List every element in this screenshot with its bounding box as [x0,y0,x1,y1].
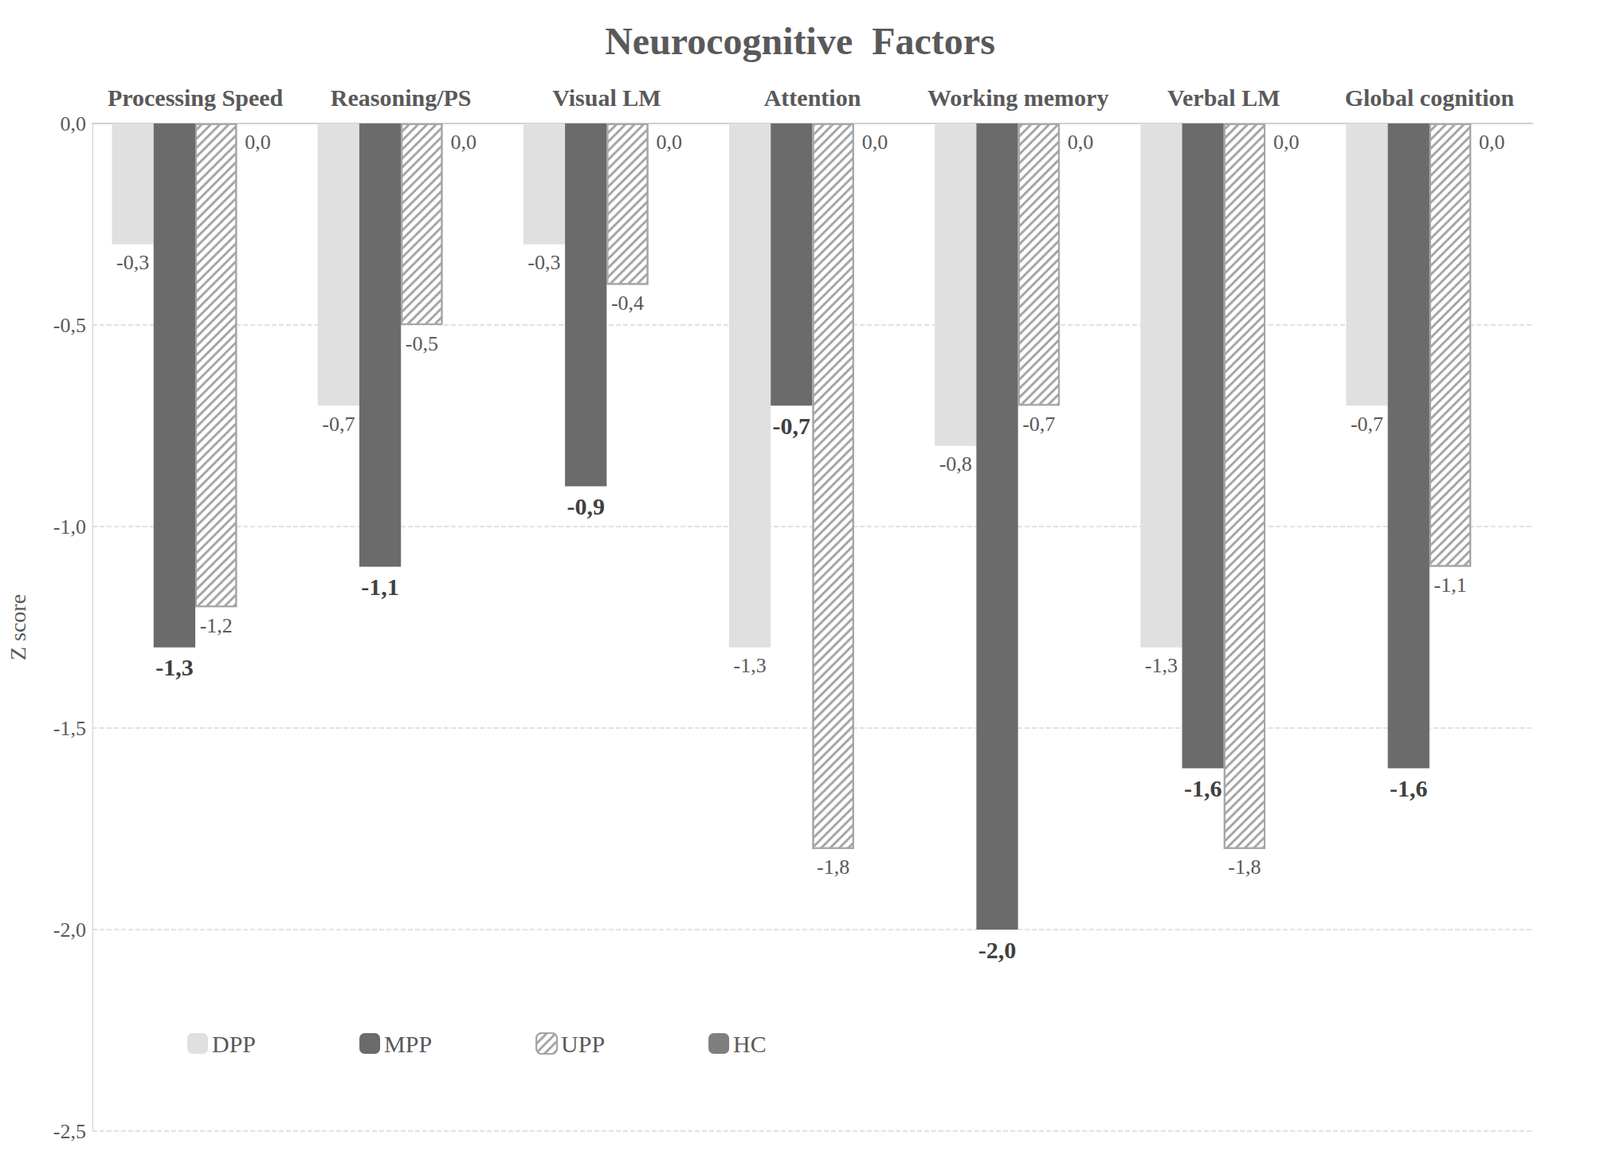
svg-text:Working memory: Working memory [927,84,1109,111]
svg-text:Verbal LM: Verbal LM [1167,84,1280,111]
svg-text:Attention: Attention [764,84,862,111]
svg-text:-1,0: -1,0 [53,515,87,539]
svg-text:0,0: 0,0 [1067,130,1095,154]
svg-text:-2,0: -2,0 [53,918,87,942]
svg-text:Processing Speed: Processing Speed [107,84,284,111]
svg-text:-1,8: -1,8 [816,855,850,879]
svg-text:-1,1: -1,1 [1433,573,1467,597]
svg-text:Z score: Z score [5,594,31,661]
svg-text:UPP: UPP [560,1031,605,1058]
svg-text:0,0: 0,0 [1273,130,1300,154]
svg-text:-0,7: -0,7 [1350,412,1384,436]
svg-text:Global cognition: Global cognition [1345,84,1515,111]
svg-text:-0,3: -0,3 [116,250,150,275]
svg-text:MPP: MPP [384,1031,432,1058]
svg-text:-0,8: -0,8 [939,452,973,476]
svg-text:Reasoning/PS: Reasoning/PS [330,84,472,111]
svg-text:-1,2: -1,2 [200,614,233,638]
svg-text:-0,5: -0,5 [53,313,87,338]
svg-text:-1,8: -1,8 [1227,855,1261,879]
svg-text:-1,1: -1,1 [360,573,400,600]
svg-text:HC: HC [733,1031,767,1058]
svg-text:0,0: 0,0 [450,130,477,154]
svg-text:0,0: 0,0 [60,112,87,136]
svg-text:-1,5: -1,5 [53,717,87,741]
svg-text:-1,6: -1,6 [1389,775,1428,802]
svg-text:-1,3: -1,3 [1145,654,1178,678]
svg-text:-1,6: -1,6 [1184,775,1223,802]
svg-text:Visual LM: Visual LM [552,84,661,111]
svg-text:-0,7: -0,7 [772,412,812,440]
svg-text:-0,9: -0,9 [566,493,605,520]
svg-text:-2,0: -2,0 [978,937,1017,964]
svg-text:-1,3: -1,3 [733,654,767,678]
svg-text:-0,5: -0,5 [405,332,439,356]
svg-text:0,0: 0,0 [656,130,683,154]
svg-text:Neurocognitive Factors: Neurocognitive Factors [604,19,996,63]
svg-text:-0,7: -0,7 [321,412,355,436]
svg-text:-0,4: -0,4 [611,291,644,315]
svg-text:0,0: 0,0 [244,130,271,154]
svg-text:-0,7: -0,7 [1022,412,1055,436]
svg-text:-1,3: -1,3 [155,654,194,681]
svg-text:DPP: DPP [211,1031,256,1058]
svg-text:-2,5: -2,5 [53,1120,87,1144]
svg-text:-0,3: -0,3 [527,250,561,275]
svg-text:0,0: 0,0 [862,130,889,154]
svg-text:0,0: 0,0 [1478,130,1506,154]
